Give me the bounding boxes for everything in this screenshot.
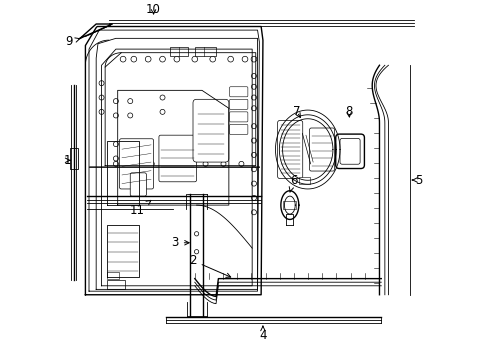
FancyBboxPatch shape — [230, 99, 248, 109]
Text: 11: 11 — [130, 201, 151, 217]
FancyBboxPatch shape — [278, 121, 303, 179]
Text: 2: 2 — [189, 254, 231, 277]
FancyBboxPatch shape — [159, 135, 196, 182]
Text: 6: 6 — [289, 174, 297, 192]
Text: 1: 1 — [64, 154, 71, 167]
FancyBboxPatch shape — [230, 112, 248, 122]
Text: 5: 5 — [413, 174, 422, 186]
Text: 7: 7 — [293, 105, 301, 118]
Text: 4: 4 — [259, 326, 267, 342]
FancyBboxPatch shape — [195, 47, 216, 56]
Text: 9: 9 — [66, 35, 80, 49]
FancyBboxPatch shape — [230, 87, 248, 97]
Text: 8: 8 — [345, 105, 353, 118]
Text: 10: 10 — [146, 3, 161, 16]
FancyBboxPatch shape — [193, 99, 229, 162]
Text: 3: 3 — [172, 236, 189, 249]
FancyBboxPatch shape — [310, 128, 335, 171]
FancyBboxPatch shape — [299, 177, 310, 184]
FancyBboxPatch shape — [230, 125, 248, 134]
FancyBboxPatch shape — [336, 134, 365, 168]
FancyBboxPatch shape — [340, 138, 360, 164]
FancyBboxPatch shape — [170, 47, 188, 56]
FancyBboxPatch shape — [70, 148, 78, 169]
FancyBboxPatch shape — [107, 280, 125, 289]
FancyBboxPatch shape — [283, 201, 296, 209]
FancyBboxPatch shape — [130, 173, 147, 196]
FancyBboxPatch shape — [120, 139, 153, 189]
FancyBboxPatch shape — [107, 272, 120, 279]
